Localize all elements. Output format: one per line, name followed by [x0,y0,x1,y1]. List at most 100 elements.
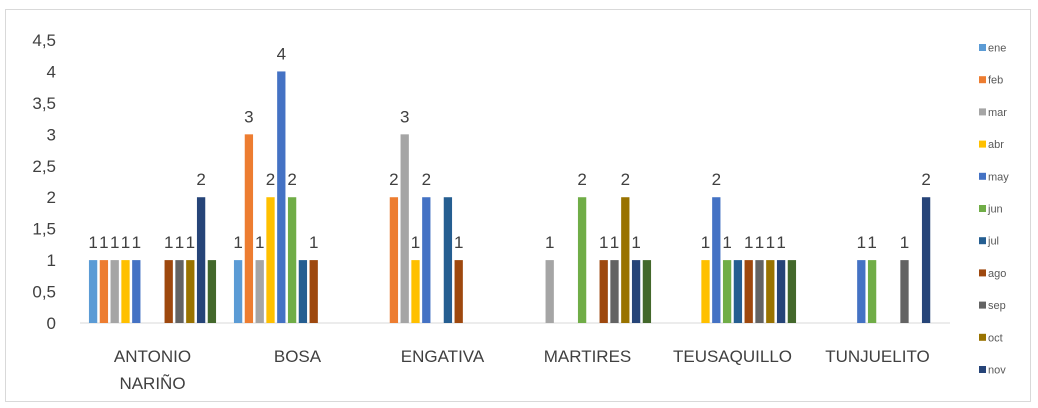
y-tick-label: 1 [47,251,56,270]
data-label: 2 [921,170,930,189]
y-tick-label: 3 [47,125,56,144]
legend-swatch-nov [979,366,986,373]
data-label: 1 [722,233,731,252]
legend-label-oct: oct [988,332,1003,344]
bar-sep [755,260,764,323]
data-label: 1 [411,233,420,252]
legend-swatch-mar [979,108,986,116]
data-label: 1 [309,233,318,252]
legend-swatch-feb [979,76,986,84]
legend-label-jul: jul [987,236,999,248]
data-label: 1 [631,233,640,252]
bar-oct [621,197,630,323]
bar-nov [631,260,641,323]
data-label: 1 [186,233,195,252]
bar-sep [175,260,184,323]
legend-label-sep: sep [988,300,1006,312]
data-label: 1 [175,233,184,252]
category-label: MARTIRES [544,347,632,366]
bar-ago [454,260,463,323]
data-label: 1 [454,233,463,252]
legend-label-jun: jun [987,204,1003,216]
legend-label-mar: mar [988,107,1007,119]
bar-oct [186,260,195,323]
data-label: 1 [744,233,753,252]
legend-swatch-jul [979,237,986,245]
legend-swatch-jun [979,205,986,212]
data-label: 1 [121,233,130,252]
data-label: 1 [857,233,866,252]
bar-nov [921,197,931,323]
bar-jun [722,260,732,323]
bar-may [422,197,431,323]
data-label: 1 [233,233,242,252]
bar-jul [298,260,308,323]
bar-may [712,197,721,323]
legend-label-feb: feb [988,75,1003,87]
bar-ago [599,260,608,323]
bar-dic [787,260,797,323]
legend-swatch-ago [979,269,986,277]
data-label: 1 [610,233,619,252]
data-label: 2 [196,170,205,189]
bar-jun [867,260,877,323]
legend-swatch-ene [979,44,986,51]
data-label: 1 [776,233,785,252]
bar-may [277,71,286,323]
data-label: 1 [132,233,141,252]
data-label: 1 [99,233,108,252]
category-label: ENGATIVA [401,347,485,366]
bar-jun [577,197,587,323]
category-label: TEUSAQUILLO [673,347,792,366]
bar-sep [900,260,909,323]
data-label: 2 [266,170,275,189]
data-label: 1 [164,233,173,252]
data-label: 1 [755,233,764,252]
bar-feb [244,134,254,323]
bar-may [132,260,141,323]
y-tick-label: 0 [47,314,56,333]
chart-frame [5,9,1031,402]
bar-mar [110,260,119,323]
data-label: 1 [110,233,119,252]
bar-may [857,260,866,323]
data-label: 1 [545,233,554,252]
data-label: 3 [400,107,409,126]
legend-swatch-oct [979,333,986,341]
bar-abr [411,260,420,323]
bar-jul [443,197,453,323]
data-label: 1 [867,233,876,252]
bar-abr [266,197,275,323]
y-tick-label: 2 [47,188,56,207]
bar-ene [88,260,98,323]
category-label: TUNJUELITO [825,347,930,366]
data-label: 1 [599,233,608,252]
y-tick-label: 0,5 [32,283,56,302]
data-label: 1 [701,233,710,252]
legend-label-ago: ago [988,268,1006,280]
bar-nov [196,197,206,323]
bar-dic [642,260,652,323]
bar-feb [389,197,399,323]
bar-mar [545,260,554,323]
data-label: 1 [255,233,264,252]
data-label: 2 [621,170,630,189]
data-label: 1 [900,233,909,252]
bar-abr [701,260,710,323]
legend-label-may: may [988,171,1009,183]
bar-mar [400,134,409,323]
legend-label-abr: abr [988,139,1004,151]
legend-label-ene: ene [988,43,1006,55]
y-tick-label: 2,5 [32,157,56,176]
data-label: 2 [287,170,296,189]
bar-jul [733,260,743,323]
legend-swatch-sep [979,301,986,309]
data-label: 2 [389,170,398,189]
bar-sep [610,260,619,323]
data-label: 2 [422,170,431,189]
bar-abr [121,260,130,323]
bar-mar [255,260,264,323]
data-label: 1 [88,233,97,252]
bar-feb [99,260,109,323]
